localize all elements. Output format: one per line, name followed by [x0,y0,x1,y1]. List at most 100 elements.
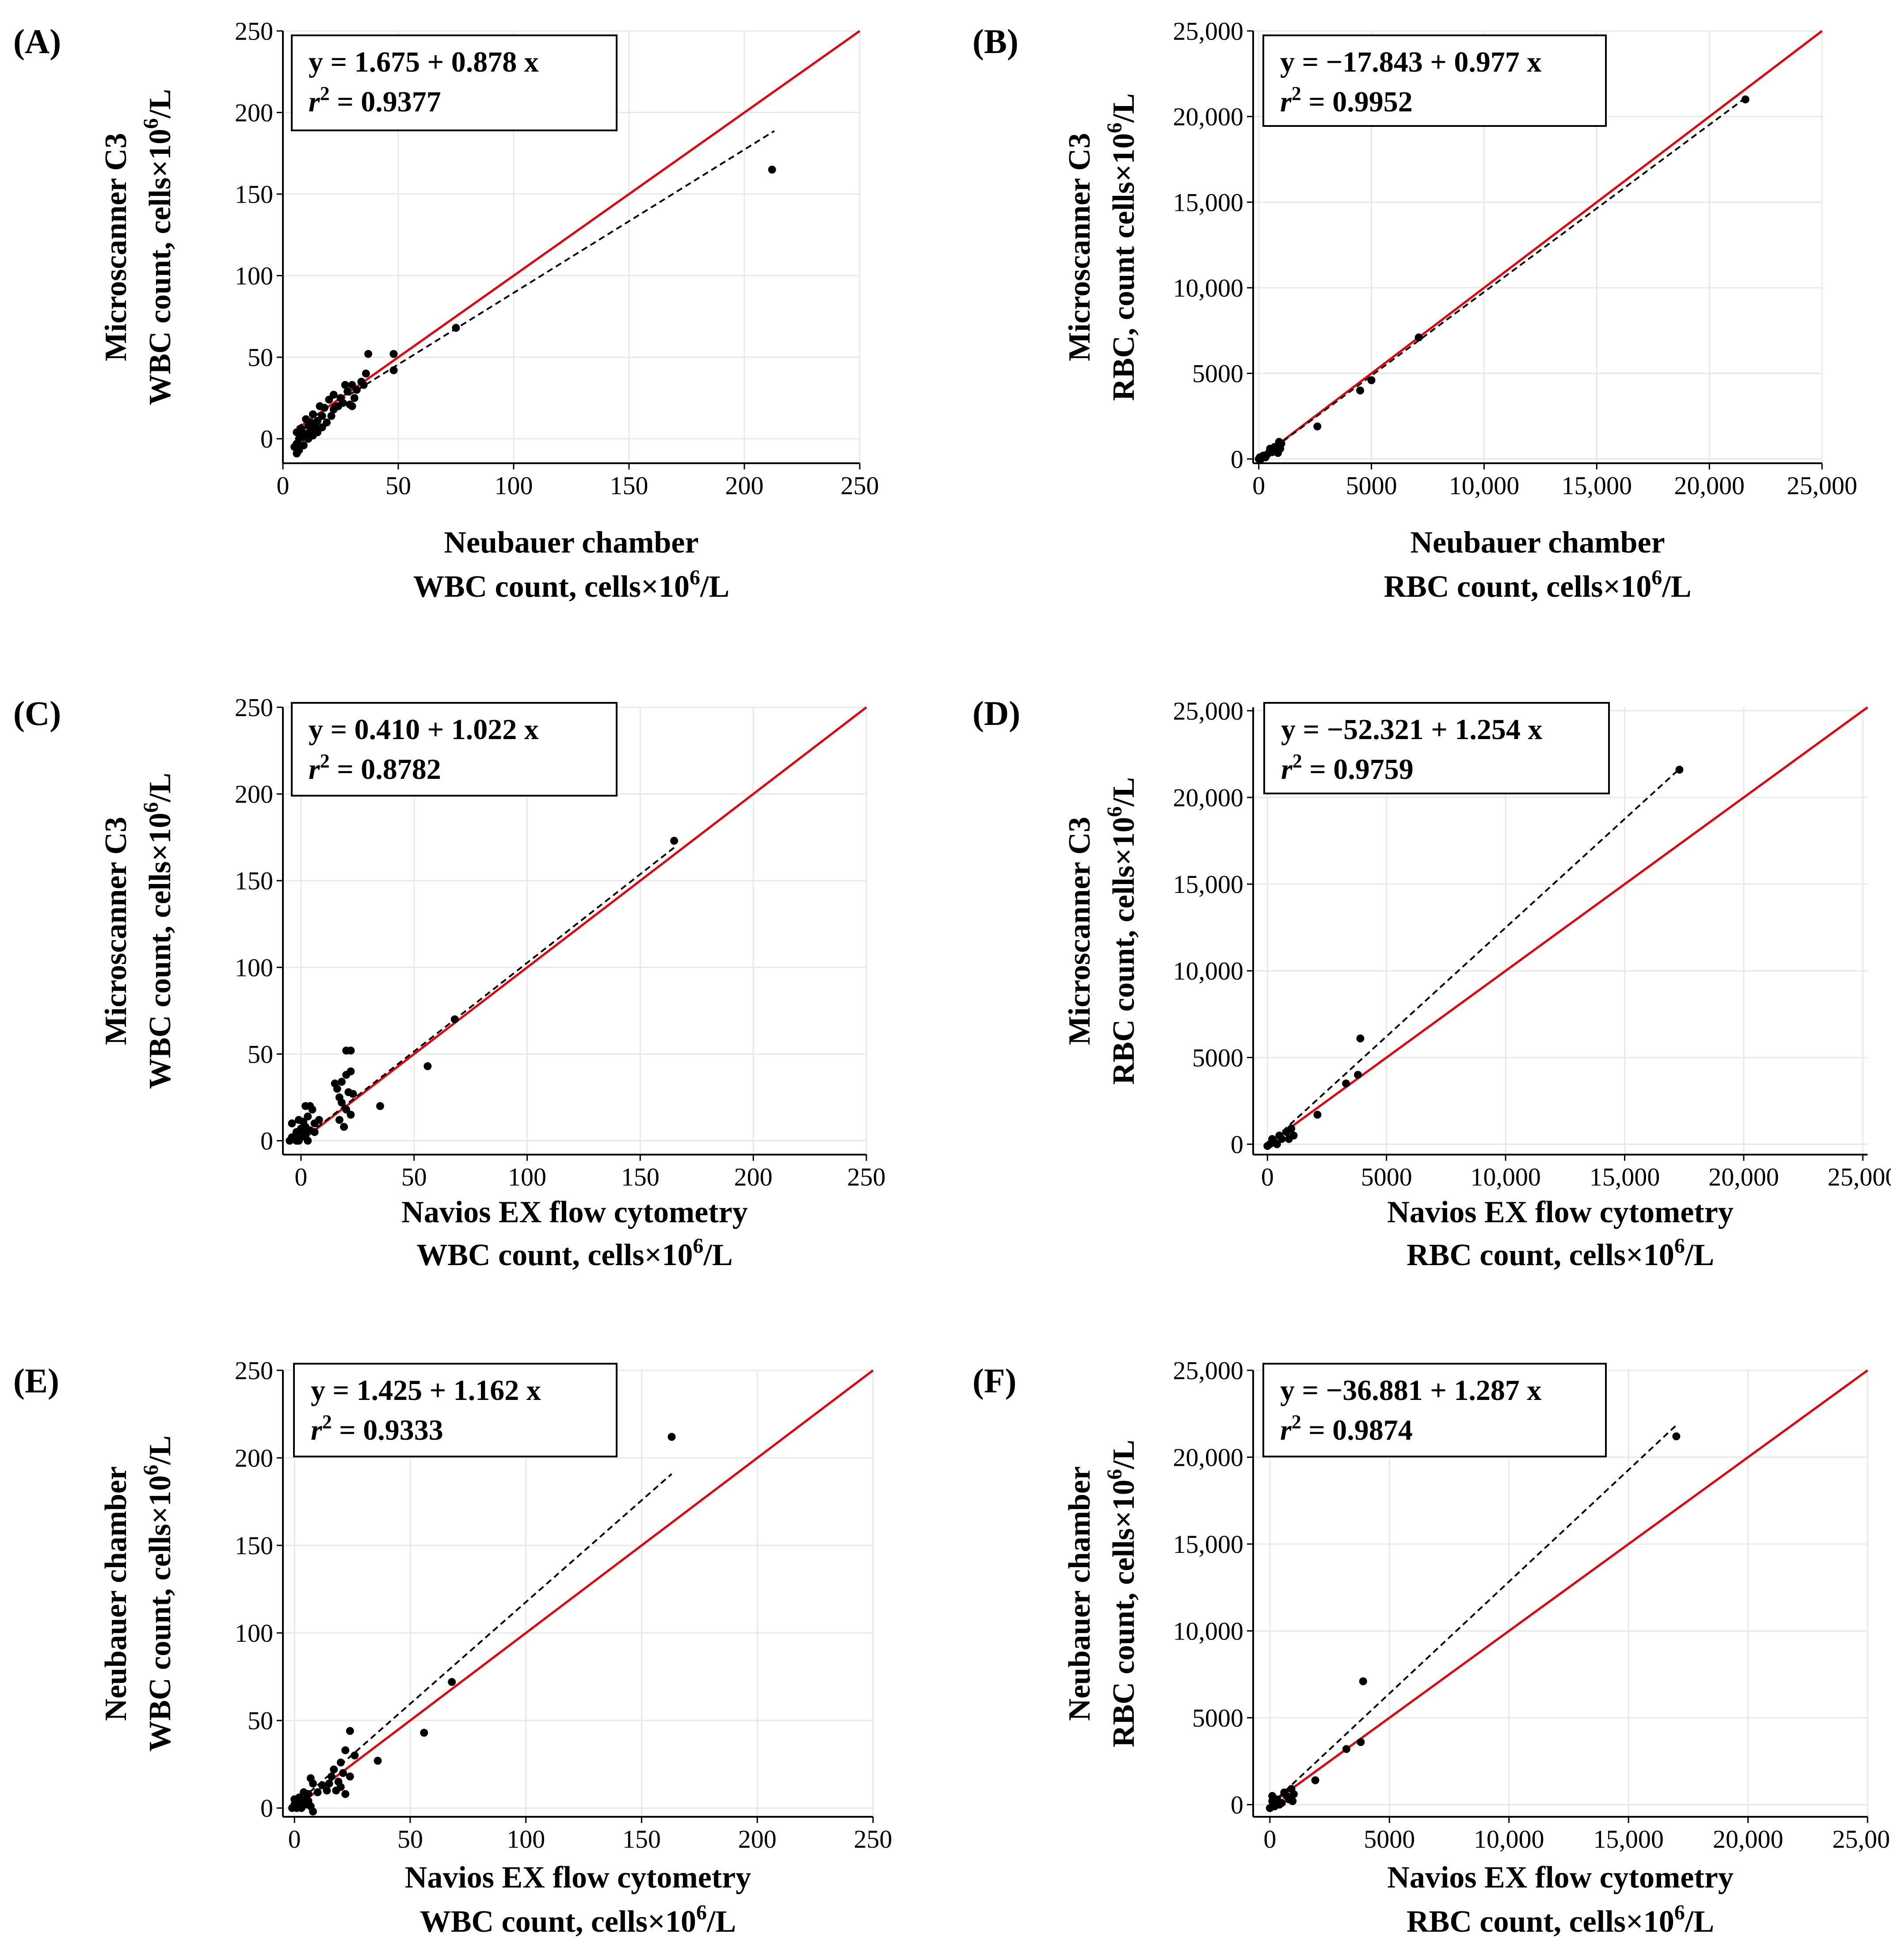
panel-e: 0 50 100 150 200 250 0 50 100 150 200 250 y = 1.425 … [13,1356,892,1939]
equation-box-frame [293,1363,618,1457]
identity-line [1266,706,1868,1145]
data-point [302,415,310,423]
data-point [1675,766,1684,774]
x-tick-label: 150 [610,471,648,500]
x-tick-label: 20,000 [1674,471,1745,500]
y-tick-label: 150 [235,1531,273,1560]
y-tick-label: 5000 [1192,359,1243,388]
data-point [327,1772,336,1781]
y-tick-label: 5000 [1192,1704,1243,1732]
equation-box-frame [1263,702,1610,794]
x-axis-units: RBC count, cells×106/L [1407,1234,1714,1272]
x-tick-label: 25,000 [1832,1825,1891,1853]
x-tick-label: 0 [294,1163,307,1191]
data-point [341,1790,350,1798]
data-point [342,1046,351,1055]
x-axis-units: WBC count, cells×106/L [416,1234,732,1272]
y-tick-label: 200 [235,780,273,808]
data-point [1282,1128,1291,1136]
data-point [1356,1034,1365,1043]
data-point [1275,438,1283,446]
data-point [331,1079,339,1088]
y-axis-title: Microscanner C3 [1063,133,1097,362]
identity-line [1258,30,1823,460]
y-axis-title: Microscanner C3 [99,133,133,362]
data-points-f [1266,1432,1681,1812]
data-point [336,1758,345,1767]
y-axis-title: Neubauer chamber [99,1466,133,1721]
data-point [301,1102,310,1110]
data-point [1275,1131,1284,1140]
x-tick-label: 50 [397,1825,423,1853]
y-axis-units: RBC, count cells×106/L [1103,93,1141,401]
data-point [450,1015,459,1024]
x-axis-units: WBC count, cells×106/L [413,566,729,604]
x-tick-label: 0 [1252,471,1265,500]
data-point [1274,449,1282,457]
x-tick-label: 20,000 [1708,1163,1779,1191]
regression-line [296,130,775,428]
data-point [1367,376,1376,385]
data-point [1285,1135,1293,1143]
x-tick-label: 150 [621,1163,660,1191]
data-point [323,1786,331,1795]
data-point [448,1678,456,1686]
x-tick-label: 10,000 [1449,471,1520,500]
x-tick-label: 10,000 [1474,1825,1544,1853]
data-point [346,400,354,409]
y-tick-label: 0 [1231,445,1243,473]
panel-b: 0 5000 10,000 15,000 20,000 25,000 0 5000 10,000… [972,17,1857,604]
data-point [341,1746,350,1754]
data-point [343,387,352,396]
data-point [290,443,299,451]
data-point [338,1078,346,1086]
x-tick-label: 0 [277,471,290,500]
data-point [1354,1071,1362,1079]
identity-line [294,1369,874,1809]
x-axis-units: RBC count, cells×106/L [1407,1901,1714,1939]
data-point [1313,1110,1322,1119]
data-point [349,1090,357,1098]
y-tick-label: 50 [248,343,273,372]
data-point [304,1797,313,1805]
regression-line [1269,1424,1677,1806]
data-point [294,1116,303,1124]
y-axis-title: Microscanner C3 [99,817,133,1045]
x-tick-label: 250 [847,1163,886,1191]
y-tick-label: 0 [260,1127,273,1155]
data-point [452,324,460,332]
data-point [304,422,313,430]
data-point [362,370,370,378]
panel-c: 0 50 100 150 200 250 0 50 100 150 200 250 y = 0.410 … [13,693,886,1272]
regression-line [294,1473,672,1807]
y-tick-label: 100 [235,262,273,290]
data-point [357,378,366,386]
data-point [376,1102,384,1110]
x-tick-label: 100 [508,1163,546,1191]
y-tick-label: 50 [248,1706,273,1735]
data-point [293,449,301,458]
data-point [1357,1738,1365,1746]
x-axis-title: Navios EX flow cytometry [1387,1195,1733,1229]
y-tick-label: 20,000 [1173,783,1244,812]
y-tick-label: 20,000 [1173,1443,1244,1472]
x-axis-title: Neubauer chamber [1410,526,1665,560]
data-point [342,1071,351,1079]
data-point [1287,1785,1296,1793]
data-point [313,1788,322,1796]
data-point [1266,1804,1274,1812]
data-point [1263,1142,1272,1150]
data-point [1741,95,1750,103]
regression-equation: y = −36.881 + 1.287 x [1280,1374,1541,1407]
data-point [1313,422,1322,431]
data-point [347,1110,355,1119]
data-point [340,1123,348,1131]
x-tick-label: 0 [1261,1163,1274,1191]
equation-box-frame [291,702,618,797]
equation-box: y = −36.881 + 1.287 x r2 = 0.9874 [1262,1363,1607,1457]
panel-f: 0 5000 10,000 15,000 20,000 25,000 0 5000 10,000… [972,1356,1891,1939]
data-point [306,1774,315,1782]
x-tick-label: 15,000 [1562,471,1632,500]
y-tick-label: 150 [235,180,273,209]
data-point [341,381,349,389]
